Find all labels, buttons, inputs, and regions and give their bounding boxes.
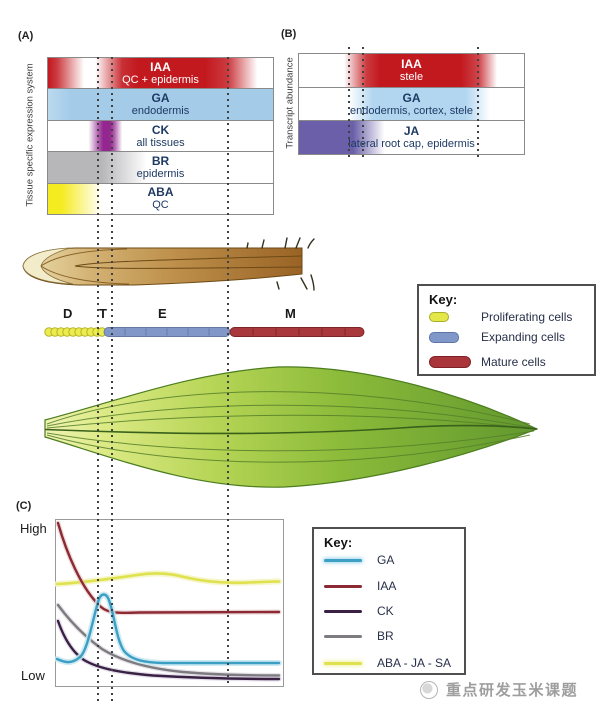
ga-line-swatch-icon <box>324 558 362 562</box>
key-item-ck: CK <box>324 604 394 618</box>
ck-line-swatch-icon <box>324 609 362 613</box>
hormone-name: GA <box>151 91 170 106</box>
hormone-level-plot-frame <box>55 519 284 687</box>
iaa-line-swatch-icon <box>324 584 362 588</box>
key-item-ga: GA <box>324 553 394 567</box>
expression-row-ga: GA endodermis <box>48 89 273 121</box>
y-axis-low-label: Low <box>21 668 45 683</box>
hormone-name: GA <box>402 90 421 105</box>
expression-row-ck: CK all tissues <box>48 120 273 153</box>
expression-row-br: BR epidermis <box>48 152 273 184</box>
zone-boundary-line-4 <box>348 47 350 159</box>
tissue-name: epidermis <box>136 167 185 180</box>
root-hairs-icon <box>246 237 315 291</box>
aba-ja-sa-line-swatch-icon <box>324 661 362 665</box>
panel-b-label: (B) <box>281 28 297 40</box>
key-item-mature: Mature cells <box>429 355 546 369</box>
key-item-label: BR <box>377 629 394 643</box>
panel-c-label: (C) <box>16 500 32 512</box>
key-item-label: CK <box>377 604 394 618</box>
panel-a-label: (A) <box>18 30 34 42</box>
ga-curve <box>55 593 281 665</box>
key-item-label: IAA <box>377 579 397 593</box>
watermark: 重点研发玉米课题 <box>420 679 578 700</box>
y-axis-high-label: High <box>20 521 47 536</box>
zone-boundary-line-5 <box>362 47 364 159</box>
cell-zone-band-icon <box>44 327 365 337</box>
key-item-iaa: IAA <box>324 579 396 593</box>
cell-type-key: Key: Proliferating cells Expanding cells… <box>417 284 596 376</box>
tissue-name: endodermis <box>131 105 190 118</box>
panel-b-axis-label: Transcript abundance <box>284 57 296 149</box>
zone-boundary-line-6 <box>477 47 479 159</box>
hormone-name: IAA <box>150 59 171 74</box>
ck-curve <box>56 619 281 681</box>
leaf-diagram-icon <box>44 366 539 488</box>
zone-label-transition: T <box>99 306 107 321</box>
key-item-expanding: Expanding cells <box>429 330 565 344</box>
key-item-label: GA <box>377 553 395 567</box>
tissue-name: QC <box>152 199 169 212</box>
zone-boundary-line-1 <box>97 57 99 705</box>
hormone-key: Key: GA IAA CK BR ABA - JA - SA <box>312 527 466 675</box>
zone-label-division: D <box>63 306 73 321</box>
mature-swatch-icon <box>429 356 471 368</box>
zone-label-elongation: E <box>158 306 167 321</box>
root-diagram-icon <box>22 237 315 291</box>
zone-boundary-line-2 <box>111 57 113 705</box>
key-item-proliferating: Proliferating cells <box>429 310 572 324</box>
watermark-logo-icon <box>420 680 438 699</box>
abundance-row-ja: JA lateral root cap, epidermis <box>299 121 524 155</box>
hormone-name: ABA <box>147 185 174 200</box>
tissue-name: QC + epidermis <box>122 73 199 86</box>
key-item-label: Proliferating cells <box>481 310 573 324</box>
abundance-row-iaa: IAA stele <box>299 54 524 88</box>
mature-cells-icon <box>229 327 365 337</box>
hormone-name: JA <box>403 124 420 139</box>
expression-row-iaa: IAA QC + epidermis <box>48 58 273 90</box>
key-item-br: BR <box>324 629 394 643</box>
panel-a-axis-label: Tissue specific expression system <box>24 63 36 207</box>
key-item-label: Mature cells <box>481 355 546 369</box>
key-title: Key: <box>429 292 458 307</box>
key-title: Key: <box>324 535 353 550</box>
aba-ja-sa-curve <box>55 572 281 586</box>
iaa-curve-glow <box>55 520 282 616</box>
abundance-row-ga: GA endodermis, cortex, stele <box>299 87 524 122</box>
br-line-swatch-icon <box>324 634 362 638</box>
key-item-aba-ja-sa: ABA - JA - SA <box>324 656 451 670</box>
proliferating-swatch-icon <box>429 312 449 322</box>
leaf-midrib-icon <box>44 424 538 435</box>
tissue-name: lateral root cap, epidermis <box>348 138 475 151</box>
expression-row-aba: ABA QC <box>48 183 273 215</box>
hormone-name: IAA <box>401 56 422 71</box>
transcript-abundance-table: IAA stele GA endodermis, cortex, stele J… <box>298 53 525 155</box>
tissue-name: all tissues <box>136 136 185 149</box>
tissue-name: stele <box>399 70 424 83</box>
expanding-swatch-icon <box>429 331 459 343</box>
key-item-label: Expanding cells <box>481 330 566 344</box>
watermark-text: 重点研发玉米课题 <box>446 682 579 699</box>
hormone-name: CK <box>151 122 170 137</box>
hormone-name: BR <box>151 153 170 168</box>
zone-boundary-line-3 <box>227 57 229 686</box>
tissue-expression-table: IAA QC + epidermis GA endodermis CK all … <box>47 57 274 215</box>
proliferating-cells-icon <box>44 327 107 337</box>
hormone-level-curves <box>55 520 282 682</box>
iaa-curve <box>56 521 281 615</box>
key-item-label: ABA - JA - SA <box>377 656 452 670</box>
tissue-name: endodermis, cortex, stele <box>350 104 473 117</box>
zone-label-mature: M <box>285 306 296 321</box>
br-curve <box>56 603 281 677</box>
